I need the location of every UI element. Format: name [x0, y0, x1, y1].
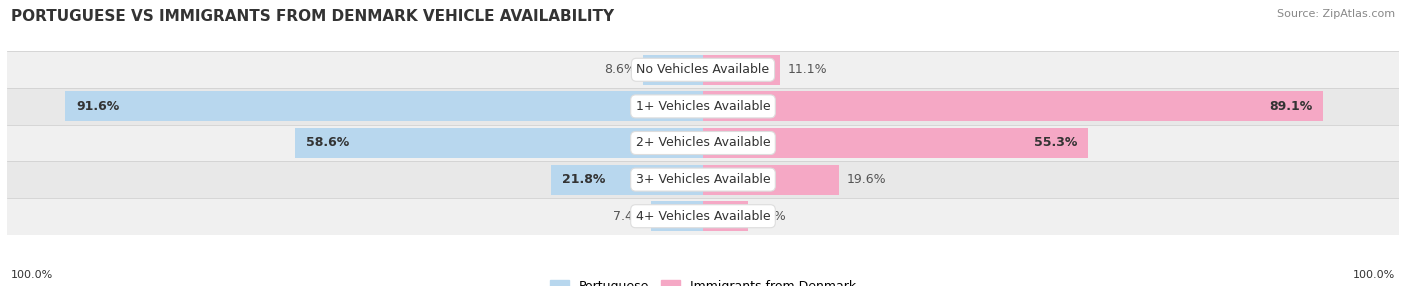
Bar: [7, 125, 1399, 161]
Text: 6.4%: 6.4%: [755, 210, 786, 223]
Text: 91.6%: 91.6%: [76, 100, 120, 113]
Text: 100.0%: 100.0%: [11, 270, 53, 280]
Text: 100.0%: 100.0%: [1353, 270, 1395, 280]
Text: 55.3%: 55.3%: [1033, 136, 1077, 150]
Text: 2+ Vehicles Available: 2+ Vehicles Available: [636, 136, 770, 150]
Text: 58.6%: 58.6%: [305, 136, 349, 150]
Bar: [703, 128, 1088, 158]
Bar: [703, 165, 839, 194]
Text: 19.6%: 19.6%: [846, 173, 886, 186]
Bar: [7, 88, 1399, 125]
Text: PORTUGUESE VS IMMIGRANTS FROM DENMARK VEHICLE AVAILABILITY: PORTUGUESE VS IMMIGRANTS FROM DENMARK VE…: [11, 9, 614, 23]
Bar: [703, 55, 780, 85]
Text: 21.8%: 21.8%: [562, 173, 605, 186]
Bar: [295, 128, 703, 158]
Text: 1+ Vehicles Available: 1+ Vehicles Available: [636, 100, 770, 113]
Text: 7.4%: 7.4%: [613, 210, 644, 223]
Bar: [651, 201, 703, 231]
Text: Source: ZipAtlas.com: Source: ZipAtlas.com: [1277, 9, 1395, 19]
Bar: [7, 161, 1399, 198]
Bar: [7, 51, 1399, 88]
Bar: [703, 92, 1323, 121]
Bar: [7, 198, 1399, 235]
Text: 89.1%: 89.1%: [1270, 100, 1313, 113]
Bar: [703, 201, 748, 231]
Legend: Portuguese, Immigrants from Denmark: Portuguese, Immigrants from Denmark: [544, 275, 862, 286]
Text: 8.6%: 8.6%: [605, 63, 636, 76]
Text: No Vehicles Available: No Vehicles Available: [637, 63, 769, 76]
Bar: [66, 92, 703, 121]
Bar: [551, 165, 703, 194]
Text: 11.1%: 11.1%: [787, 63, 827, 76]
Bar: [643, 55, 703, 85]
Text: 4+ Vehicles Available: 4+ Vehicles Available: [636, 210, 770, 223]
Text: 3+ Vehicles Available: 3+ Vehicles Available: [636, 173, 770, 186]
